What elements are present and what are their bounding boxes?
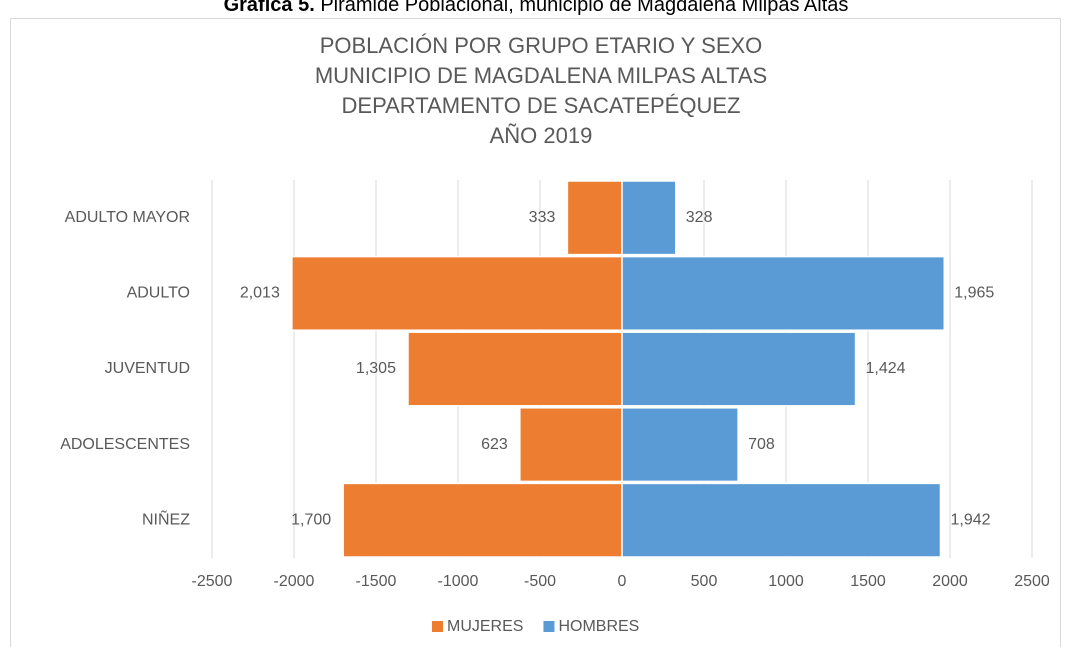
data-label: 623 <box>481 436 508 453</box>
x-tick-label: -500 <box>524 573 556 590</box>
y-tick-label: JUVENTUD <box>105 360 190 377</box>
data-label: 2,013 <box>240 285 280 302</box>
y-tick-label: NIÑEZ <box>142 508 190 528</box>
bar <box>621 482 942 558</box>
caption-text: Pirámide Poblacional, municipio de Magda… <box>320 0 848 16</box>
y-tick-label: ADULTO MAYOR <box>65 209 190 226</box>
legend-label: HOMBRES <box>558 618 639 635</box>
bar <box>519 407 623 483</box>
chart-title: POBLACIÓN POR GRUPO ETARIO Y SEXO <box>320 33 763 58</box>
x-tick-label: -2000 <box>274 573 315 590</box>
chart-title: MUNICIPIO DE MAGDALENA MILPAS ALTAS <box>315 63 767 88</box>
data-label: 1,305 <box>356 360 396 377</box>
bar <box>621 407 739 483</box>
x-tick-label: 0 <box>618 573 627 590</box>
legend-swatch <box>432 621 443 632</box>
data-label: 1,424 <box>866 360 906 377</box>
data-label: 708 <box>748 436 775 453</box>
y-tick-label: ADOLESCENTES <box>60 436 190 453</box>
x-tick-label: 2000 <box>932 573 968 590</box>
bar <box>621 180 677 256</box>
chart-title: DEPARTAMENTO DE SACATEPÉQUEZ <box>342 93 741 118</box>
chart-title: AÑO 2019 <box>490 123 593 148</box>
x-tick-label: -2500 <box>192 573 233 590</box>
x-tick-label: 1000 <box>768 573 804 590</box>
x-tick-label: -1000 <box>438 573 479 590</box>
bar <box>566 180 623 256</box>
x-tick-label: 500 <box>691 573 718 590</box>
data-label: 1,965 <box>954 285 994 302</box>
x-tick-label: -1500 <box>356 573 397 590</box>
data-label: 328 <box>686 209 713 226</box>
data-label: 1,942 <box>950 511 990 528</box>
bar <box>621 331 857 407</box>
bar <box>291 255 623 331</box>
legend-swatch <box>543 621 555 632</box>
bar <box>621 255 946 331</box>
x-tick-label: 1500 <box>850 573 886 590</box>
legend-label: MUJERES <box>447 618 523 635</box>
caption-label: Gráfica 5. <box>224 0 315 16</box>
data-label: 1,700 <box>291 511 331 528</box>
x-tick-label: 2500 <box>1014 573 1050 590</box>
bar <box>407 331 623 407</box>
y-tick-label: ADULTO <box>127 285 190 302</box>
data-label: 333 <box>529 209 556 226</box>
bar <box>342 482 623 558</box>
caption: Gráfica 5. Pirámide Poblacional, municip… <box>224 0 849 16</box>
